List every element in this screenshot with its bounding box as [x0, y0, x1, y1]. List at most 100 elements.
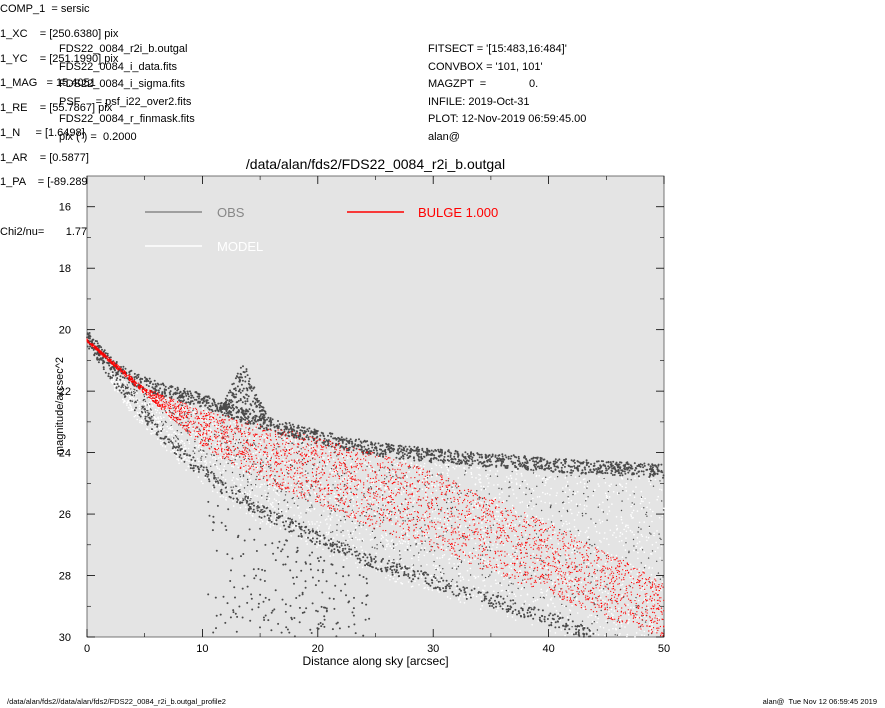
- model-point: [344, 476, 346, 479]
- obs-point: [270, 424, 273, 427]
- obs-point: [200, 459, 202, 461]
- model-point: [379, 485, 382, 488]
- model-point: [615, 516, 618, 518]
- obs-point: [208, 408, 211, 411]
- model-point: [554, 549, 556, 551]
- obs-point: [552, 462, 555, 465]
- obs-point: [292, 425, 295, 428]
- model-point: [573, 519, 576, 521]
- model-point: [157, 406, 160, 409]
- model-point: [336, 514, 338, 516]
- model-point: [413, 467, 416, 470]
- obs-point: [159, 387, 162, 390]
- obs-point: [533, 463, 536, 466]
- obs-point: [577, 469, 580, 472]
- model-point: [432, 553, 435, 556]
- model-point: [337, 465, 339, 467]
- model-point: [661, 518, 663, 520]
- obs-point: [417, 455, 420, 458]
- obs-point: [288, 523, 291, 526]
- model-point: [341, 455, 344, 458]
- model-point: [327, 533, 330, 535]
- obs-point: [362, 452, 365, 455]
- model-point: [454, 555, 456, 558]
- model-point: [276, 493, 279, 495]
- model-point: [167, 442, 170, 445]
- model-point: [308, 523, 311, 526]
- model-point: [443, 510, 445, 512]
- obs-point: [651, 464, 654, 467]
- model-point: [324, 492, 327, 494]
- model-point: [616, 528, 618, 531]
- model-point: [401, 583, 404, 585]
- model-point: [241, 430, 244, 432]
- obs-point: [413, 573, 416, 576]
- model-point: [288, 462, 291, 464]
- obs-point: [103, 349, 106, 352]
- model-point: [340, 473, 343, 476]
- obs-point: [157, 430, 160, 433]
- header-left-line: FDS22_0084_r2i_b.outgal: [59, 43, 188, 55]
- obs-point: [442, 579, 445, 582]
- obs-point: [581, 462, 584, 465]
- model-point: [445, 548, 448, 551]
- obs-point: [307, 536, 309, 539]
- obs-point: [182, 395, 185, 398]
- obs-point: [456, 462, 459, 465]
- obs-point: [360, 446, 363, 449]
- model-point: [603, 537, 605, 540]
- model-point: [633, 549, 635, 552]
- model-point: [371, 538, 373, 541]
- model-point: [280, 509, 283, 511]
- obs-point: [376, 568, 379, 571]
- model-point: [313, 475, 316, 477]
- model-point: [535, 515, 538, 518]
- obs-point: [660, 538, 662, 541]
- obs-point: [571, 620, 574, 623]
- obs-point: [185, 394, 188, 397]
- model-point: [388, 490, 391, 493]
- model-point: [487, 473, 489, 476]
- model-point: [202, 482, 204, 485]
- model-point: [448, 517, 451, 520]
- model-point: [518, 520, 521, 523]
- model-point: [398, 523, 401, 526]
- obs-point: [156, 382, 159, 385]
- obs-point: [583, 492, 585, 495]
- model-point: [636, 573, 639, 575]
- obs-point: [561, 470, 564, 473]
- model-point: [357, 485, 360, 487]
- model-point: [557, 564, 559, 567]
- model-point: [327, 531, 330, 534]
- model-point: [278, 513, 280, 516]
- model-point: [285, 446, 288, 448]
- model-point: [220, 458, 223, 460]
- model-point: [448, 487, 450, 489]
- model-point: [526, 514, 529, 517]
- obs-point: [160, 383, 163, 386]
- model-point: [621, 594, 624, 596]
- model-point: [209, 428, 212, 431]
- obs-point: [620, 472, 623, 475]
- model-point: [465, 471, 468, 474]
- model-point: [288, 441, 290, 443]
- obs-point: [156, 425, 159, 428]
- obs-point: [153, 387, 156, 390]
- model-point: [187, 447, 190, 450]
- obs-point: [306, 428, 309, 431]
- model-point: [158, 426, 160, 429]
- model-point: [400, 535, 403, 538]
- obs-point: [111, 365, 114, 368]
- model-point: [413, 509, 416, 512]
- model-point: [532, 553, 534, 555]
- obs-point: [176, 397, 179, 400]
- obs-point: [161, 391, 164, 394]
- model-point: [627, 604, 629, 606]
- model-point: [390, 560, 393, 563]
- model-point: [459, 532, 461, 534]
- model-point: [602, 501, 604, 504]
- obs-point: [309, 432, 312, 435]
- obs-point: [186, 390, 189, 393]
- model-point: [307, 485, 310, 488]
